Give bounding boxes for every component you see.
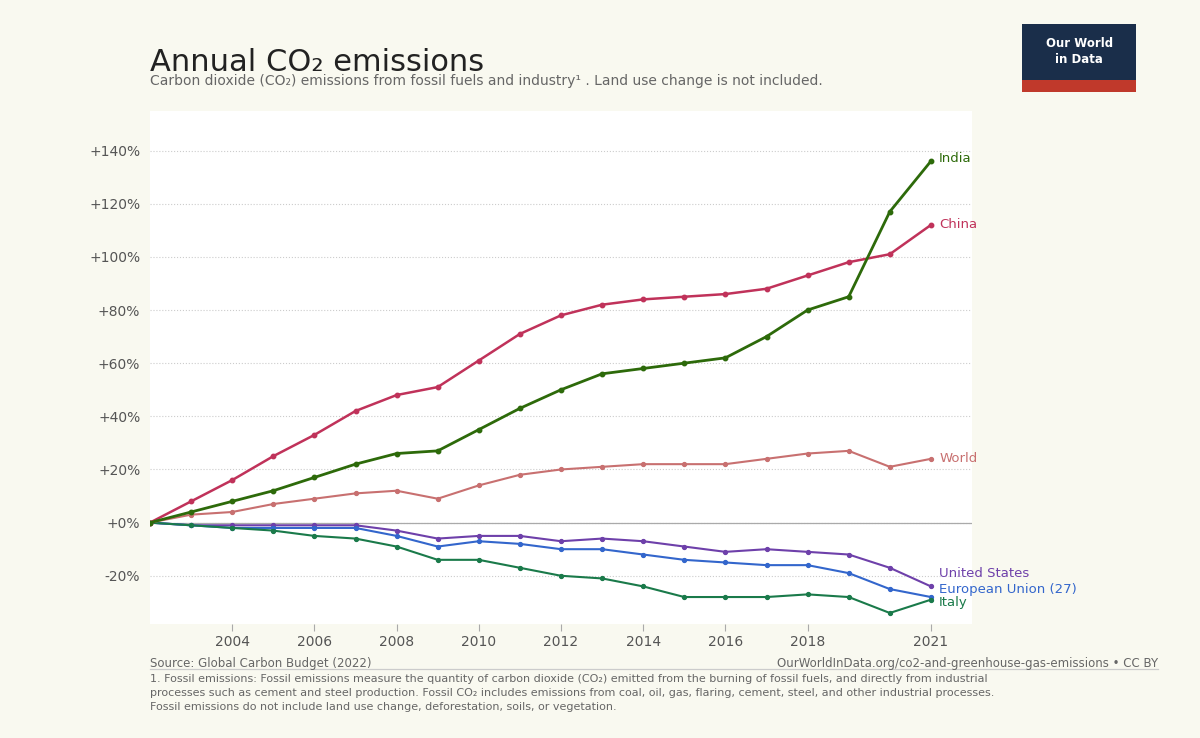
Text: Source: Global Carbon Budget (2022): Source: Global Carbon Budget (2022) xyxy=(150,657,372,670)
Text: United States: United States xyxy=(940,567,1030,579)
Bar xyxy=(1022,80,1136,92)
Text: World: World xyxy=(940,452,978,466)
Text: Our World: Our World xyxy=(1046,37,1112,50)
Text: European Union (27): European Union (27) xyxy=(940,582,1076,596)
Text: in Data: in Data xyxy=(1056,53,1103,66)
Text: Annual CO₂ emissions: Annual CO₂ emissions xyxy=(150,48,484,77)
Text: Italy: Italy xyxy=(940,596,968,609)
Text: OurWorldInData.org/co2-and-greenhouse-gas-emissions • CC BY: OurWorldInData.org/co2-and-greenhouse-ga… xyxy=(776,657,1158,670)
Text: China: China xyxy=(940,218,977,232)
Text: India: India xyxy=(940,152,972,165)
Text: 1. Fossil emissions: Fossil emissions measure the quantity of carbon dioxide (CO: 1. Fossil emissions: Fossil emissions me… xyxy=(150,674,995,711)
Text: Carbon dioxide (CO₂) emissions from fossil fuels and industry¹ . Land use change: Carbon dioxide (CO₂) emissions from foss… xyxy=(150,74,823,88)
